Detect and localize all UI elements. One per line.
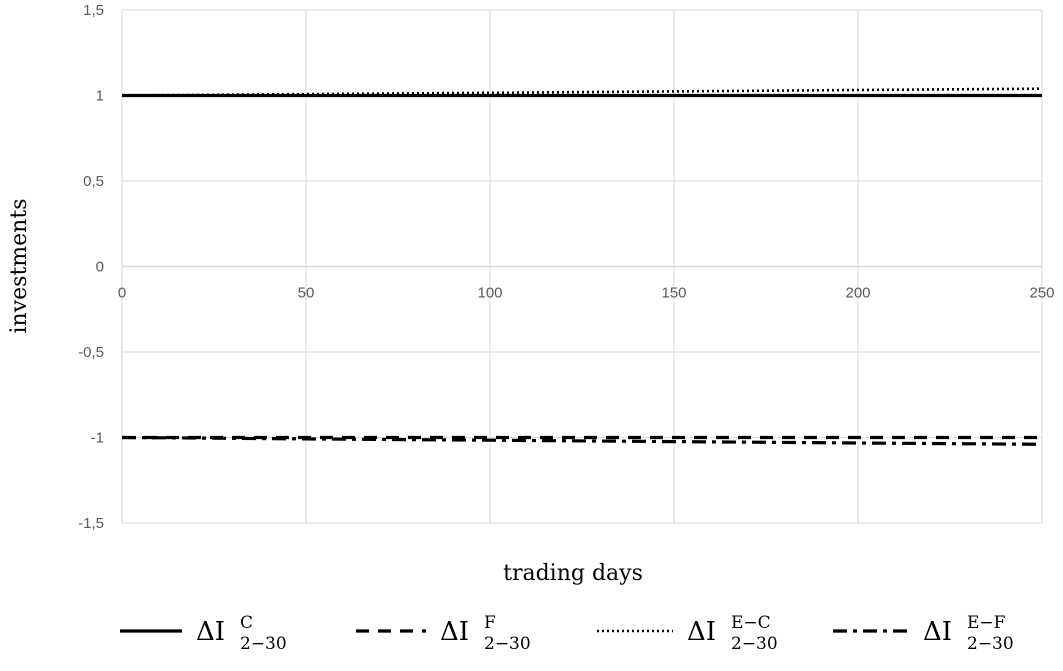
- legend-label: ΔI: [687, 617, 716, 647]
- y-tick-label: -1,5: [78, 515, 104, 532]
- x-tick-label: 50: [298, 285, 315, 302]
- series-line-4: [121, 435, 1043, 446]
- series-layer: [121, 87, 1043, 446]
- legend-subscript: 2−30: [484, 634, 531, 654]
- tick-labels: 1,5 1 0,5 0 -0,5 -1 -1,5 0 50 100 150 200 250: [78, 2, 1054, 532]
- legend-superscript: E−C: [731, 613, 771, 633]
- x-tick-label: 100: [477, 285, 502, 302]
- y-tick-label: -0,5: [78, 344, 104, 361]
- legend-label: ΔI: [196, 617, 225, 647]
- legend-subscript: 2−30: [731, 634, 778, 654]
- legend-superscript: F: [484, 613, 496, 633]
- legend-subscript: 2−30: [240, 634, 287, 654]
- x-axis-title: trading days: [503, 561, 643, 586]
- x-tick-label: 0: [118, 285, 126, 302]
- y-tick-label: 0: [96, 259, 104, 276]
- legend-label: ΔI: [923, 617, 952, 647]
- legend-subscript: 2−30: [967, 634, 1014, 654]
- legend-superscript: E−F: [967, 613, 1006, 633]
- y-tick-label: 0,5: [83, 173, 104, 190]
- x-tick-label: 150: [661, 285, 686, 302]
- x-tick-label: 250: [1029, 285, 1054, 302]
- legend-item: ΔI E−C2−30: [597, 613, 778, 654]
- y-tick-label: 1: [96, 88, 104, 105]
- legend-superscript: C: [240, 613, 253, 633]
- legend-label: ΔI: [440, 617, 469, 647]
- series-line-3: [121, 87, 1043, 97]
- legend-item: ΔI C2−30: [120, 613, 287, 654]
- y-tick-label: -1: [91, 430, 104, 447]
- legend-item: ΔI E−F2−30: [833, 613, 1014, 654]
- y-tick-label: 1,5: [83, 2, 104, 19]
- y-axis-title: investments: [7, 199, 32, 334]
- legend: ΔI C2−30 ΔI F2−30 ΔI E−C2−30 ΔI E−F2−30: [120, 613, 1014, 654]
- x-tick-label: 200: [845, 285, 870, 302]
- legend-item: ΔI F2−30: [356, 613, 531, 654]
